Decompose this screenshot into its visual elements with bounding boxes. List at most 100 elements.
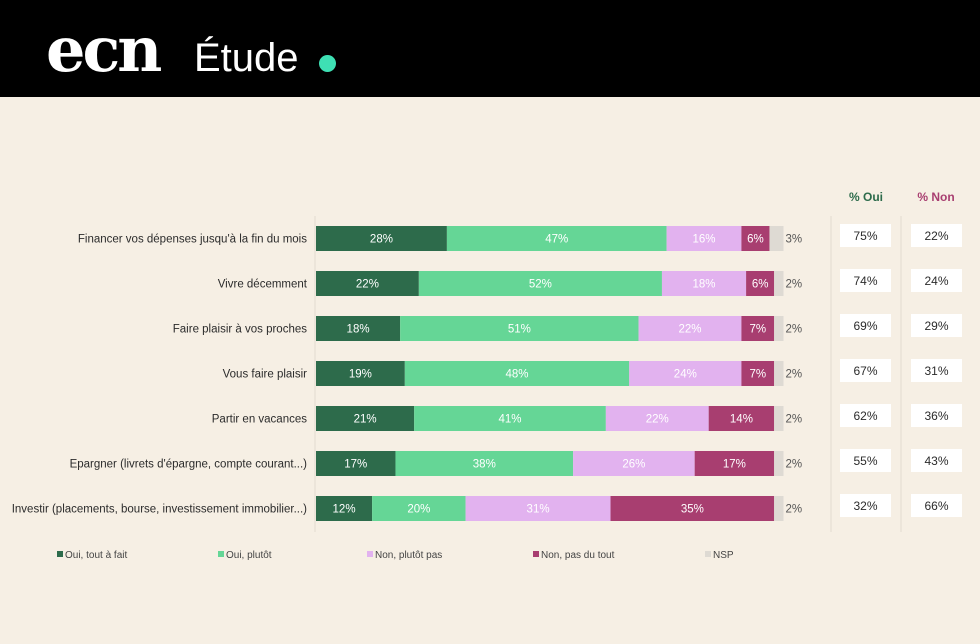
data-label: 31% bbox=[527, 504, 550, 516]
data-label: 7% bbox=[749, 324, 766, 336]
bar-segment bbox=[400, 316, 639, 341]
pct-non-value: 29% bbox=[924, 319, 948, 333]
bar-segment bbox=[741, 316, 775, 341]
legend-entry: Oui, tout à fait bbox=[65, 550, 127, 561]
bar-segment bbox=[661, 271, 747, 296]
data-label: 22% bbox=[356, 279, 379, 291]
legend-entry: NSP bbox=[713, 550, 734, 561]
data-label: 6% bbox=[752, 279, 769, 291]
pct-oui-value: 74% bbox=[853, 274, 877, 288]
bar-segment bbox=[774, 316, 784, 341]
bar-segment bbox=[774, 451, 784, 476]
category-label: Financer vos dépenses jusqu'à la fin du … bbox=[78, 234, 307, 246]
legend-swatch bbox=[705, 551, 711, 557]
category-label: Investir (placements, bourse, investisse… bbox=[12, 504, 307, 516]
bar-segment bbox=[774, 496, 784, 521]
bar-segment bbox=[605, 406, 709, 431]
bar-segment bbox=[465, 496, 611, 521]
ecn-logo: ecn bbox=[46, 13, 162, 86]
data-label-nsp: 2% bbox=[786, 369, 803, 381]
legend-swatch bbox=[218, 551, 224, 557]
bar-segment bbox=[638, 316, 742, 341]
stacked-bar-chart: % Oui % Non Financer vos dépenses jusqu'à … bbox=[12, 190, 962, 561]
data-label: 41% bbox=[498, 414, 521, 426]
pct-non-box bbox=[911, 269, 962, 292]
pct-oui-value: 75% bbox=[853, 229, 877, 243]
pct-non-value: 36% bbox=[924, 409, 948, 423]
data-label: 51% bbox=[508, 324, 531, 336]
pct-non-value: 24% bbox=[924, 274, 948, 288]
pct-non-box bbox=[911, 404, 962, 427]
legend-entry: Non, pas du tout bbox=[541, 550, 615, 561]
data-label: 16% bbox=[693, 234, 716, 246]
data-label-nsp: 3% bbox=[786, 234, 803, 246]
pct-oui-value: 32% bbox=[853, 499, 877, 513]
data-label: 6% bbox=[747, 234, 764, 246]
data-label: 48% bbox=[506, 369, 529, 381]
data-label: 7% bbox=[749, 369, 766, 381]
pct-oui-box bbox=[840, 359, 891, 382]
bar-segment bbox=[404, 361, 630, 386]
legend-swatch bbox=[57, 551, 63, 557]
pct-oui-box bbox=[840, 224, 891, 247]
header-pct-oui: % Oui bbox=[849, 190, 883, 204]
category-label: Partir en vacances bbox=[212, 414, 307, 426]
bar-segment bbox=[774, 361, 784, 386]
data-label: 28% bbox=[370, 234, 393, 246]
pct-oui-value: 62% bbox=[853, 409, 877, 423]
accent-dot-icon bbox=[319, 55, 336, 72]
pct-non-value: 31% bbox=[924, 364, 948, 378]
data-label: 52% bbox=[529, 279, 552, 291]
bar-segment bbox=[395, 451, 574, 476]
bar-segment bbox=[372, 496, 466, 521]
legend-entry: Oui, plutôt bbox=[226, 550, 272, 561]
data-label-nsp: 2% bbox=[786, 324, 803, 336]
bar-segment bbox=[746, 271, 775, 296]
pct-oui-value: 55% bbox=[853, 454, 877, 468]
data-label: 35% bbox=[681, 504, 704, 516]
pct-non-box bbox=[911, 314, 962, 337]
bar-segment bbox=[316, 226, 447, 251]
data-label: 24% bbox=[674, 369, 697, 381]
data-label: 38% bbox=[473, 459, 496, 471]
pct-oui-box bbox=[840, 269, 891, 292]
bar-segment bbox=[769, 226, 784, 251]
data-label-nsp: 2% bbox=[786, 504, 803, 516]
pct-oui-box bbox=[840, 449, 891, 472]
header-subtitle: Étude bbox=[194, 36, 299, 80]
data-label: 26% bbox=[622, 459, 645, 471]
legend-swatch bbox=[533, 551, 539, 557]
bar-segment bbox=[316, 271, 419, 296]
bar-segment bbox=[418, 271, 662, 296]
data-label: 14% bbox=[730, 414, 753, 426]
data-label: 18% bbox=[693, 279, 716, 291]
bar-segment bbox=[610, 496, 775, 521]
category-label: Faire plaisir à vos proches bbox=[173, 324, 307, 336]
pct-oui-value: 69% bbox=[853, 319, 877, 333]
bar-segment bbox=[629, 361, 742, 386]
pct-non-value: 66% bbox=[924, 499, 948, 513]
data-label: 12% bbox=[333, 504, 356, 516]
bar-segment bbox=[694, 451, 775, 476]
bar-segment bbox=[741, 361, 775, 386]
bar-segment bbox=[741, 226, 770, 251]
legend-swatch bbox=[367, 551, 373, 557]
header-pct-non: % Non bbox=[917, 190, 954, 204]
data-label: 47% bbox=[545, 234, 568, 246]
data-label-nsp: 2% bbox=[786, 459, 803, 471]
bar-segment bbox=[774, 406, 784, 431]
bar-segment bbox=[446, 226, 667, 251]
data-label: 19% bbox=[349, 369, 372, 381]
data-label: 18% bbox=[347, 324, 370, 336]
pct-oui-box bbox=[840, 314, 891, 337]
bar-segment bbox=[316, 316, 401, 341]
data-label: 20% bbox=[407, 504, 430, 516]
pct-non-box bbox=[911, 449, 962, 472]
category-label: Vivre décemment bbox=[218, 279, 308, 291]
bar-segment bbox=[666, 226, 742, 251]
pct-oui-box bbox=[840, 494, 891, 517]
bar-segment bbox=[774, 271, 784, 296]
category-label: Epargner (livrets d'épargne, compte cour… bbox=[70, 459, 308, 471]
bar-segment bbox=[708, 406, 775, 431]
pct-oui-box bbox=[840, 404, 891, 427]
